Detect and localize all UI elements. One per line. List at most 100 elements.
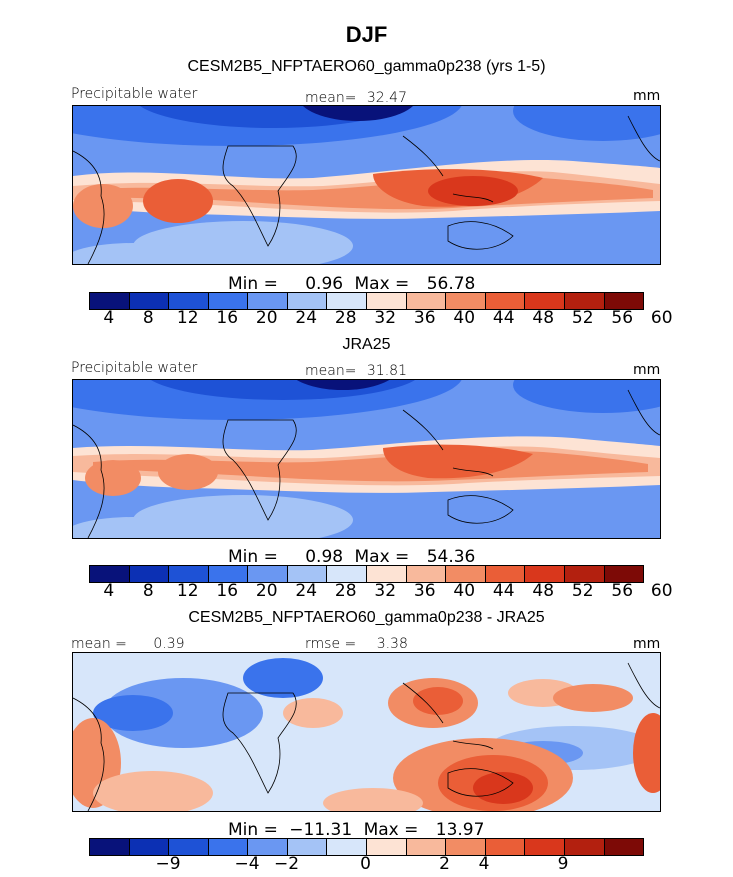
panel1-africa-outline <box>222 145 297 247</box>
panel2-africa-outline <box>222 419 297 521</box>
panel3-min-label: Min = <box>228 820 278 840</box>
panel3-mean-label: mean = <box>71 636 127 652</box>
colorbar-swatch <box>287 839 328 855</box>
panel1-asia-outline <box>402 135 514 250</box>
panel3-rmse-value: 3.38 <box>376 636 408 652</box>
panel1-np-dry <box>513 106 660 141</box>
colorbar-tick-label: −9 <box>155 854 181 874</box>
colorbar-tick-label: 40 <box>453 581 476 601</box>
panel2-asia-outline <box>402 409 514 524</box>
colorbar-swatch <box>208 566 249 582</box>
colorbar-swatch <box>90 566 130 582</box>
colorbar-swatch <box>169 566 209 582</box>
panel2-min-value: 0.98 <box>305 547 344 567</box>
colorbar-tick-label: 20 <box>255 581 278 601</box>
panel2-np-dry <box>513 380 660 413</box>
colorbar-swatch <box>129 566 170 582</box>
panel2-map <box>72 379 661 539</box>
colorbar-swatch <box>367 293 407 309</box>
panel1-sh-dry2 <box>73 243 203 264</box>
panel1-units: mm <box>633 88 661 104</box>
panel1-mean-label: mean= <box>305 90 357 106</box>
colorbar-tick-label: 36 <box>413 581 436 601</box>
colorbar-tick-label: −2 <box>273 854 300 874</box>
panel2-variable-label: Precipitable water <box>71 360 198 376</box>
panel1-minmax: Min = 0.96 Max = 56.78 <box>228 274 475 294</box>
panel3-pos-east <box>633 713 660 793</box>
panel1-min-label: Min = <box>228 274 278 294</box>
panel1-max-label: Max = <box>354 274 410 294</box>
panel1-africa-wet <box>143 179 213 223</box>
colorbar-swatch <box>248 293 288 309</box>
colorbar-swatch <box>525 566 565 582</box>
colorbar-tick-label: 56 <box>611 581 634 601</box>
colorbar-tick-label: 44 <box>492 308 515 328</box>
panel3-pos-australia-max <box>473 772 533 804</box>
panel1-mean-value: 32.47 <box>366 90 407 106</box>
colorbar-tick-label: 8 <box>142 581 154 601</box>
panel2-mean: mean= 31.81 <box>305 363 407 379</box>
panel3-pos-satl <box>93 771 213 811</box>
panel1-variable-label: Precipitable water <box>71 86 198 102</box>
panel3-asia-outline <box>402 682 514 797</box>
colorbar-tick-label: 44 <box>492 581 515 601</box>
colorbar-swatch <box>169 839 209 855</box>
panel3-max-value: 13.97 <box>435 820 485 840</box>
colorbar-tick-label: 28 <box>334 581 357 601</box>
panel3-rmse: rmse = 3.38 <box>305 636 408 652</box>
panel2-min-label: Min = <box>228 547 278 567</box>
colorbar-swatch <box>327 566 368 582</box>
panel1-amazon-wet <box>73 184 133 228</box>
colorbar-swatch <box>287 293 328 309</box>
panel2-mean-value: 31.81 <box>366 363 407 379</box>
panel3-namerica-outline <box>627 662 660 709</box>
panel2-field <box>73 380 660 538</box>
panel2-namerica-outline <box>627 389 660 436</box>
panel2-sh-dry2 <box>73 517 203 538</box>
panel3-pos-asia-core <box>413 687 463 715</box>
panel2-max-value: 54.36 <box>426 547 476 567</box>
colorbar-swatch <box>327 839 368 855</box>
panel1-warmpool-core <box>428 176 518 206</box>
colorbar-swatch <box>485 566 526 582</box>
colorbar-tick-label: 0 <box>360 854 371 874</box>
colorbar-tick-label: 28 <box>334 308 357 328</box>
colorbar-swatch <box>564 839 605 855</box>
colorbar-swatch <box>327 293 368 309</box>
colorbar-swatch <box>564 566 605 582</box>
colorbar-tick-label: 20 <box>255 308 278 328</box>
colorbar-tick-label: 9 <box>557 854 569 874</box>
colorbar-tick-label: 48 <box>532 581 555 601</box>
colorbar-swatch <box>208 839 249 855</box>
panel1-max-value: 56.78 <box>426 274 476 294</box>
panel1-colorbar <box>89 292 644 310</box>
panel3-neg-africa <box>103 678 263 748</box>
panel2-title: JRA25 <box>342 336 391 353</box>
panel3-colorbar-ticks: −9 −4 −2 0 2 4 9 <box>0 854 733 876</box>
colorbar-swatch <box>406 293 447 309</box>
panel2-colorbar <box>89 565 644 583</box>
panel2-americas-outline <box>73 424 105 538</box>
panel2-nh-dry-min <box>296 380 390 390</box>
panel1-colorbar-ticks: 4 8 12 16 20 24 28 32 36 40 44 48 52 56 60 <box>0 308 733 330</box>
panel2-units: mm <box>633 362 661 378</box>
panel3-min-value: −11.31 <box>289 820 353 840</box>
colorbar-tick-label: 40 <box>453 308 476 328</box>
colorbar-swatch <box>446 566 486 582</box>
colorbar-swatch <box>446 839 486 855</box>
panel3-neg-med <box>243 658 323 698</box>
colorbar-swatch <box>248 839 288 855</box>
colorbar-tick-label: 4 <box>103 581 115 601</box>
panel2-warmpool <box>383 444 533 479</box>
panel3-neg-atlantic <box>93 695 173 731</box>
colorbar-tick-label: 60 <box>650 308 673 328</box>
panel2-africa-wet <box>158 454 218 490</box>
panel1-namerica-outline <box>627 115 660 162</box>
colorbar-tick-label: 52 <box>571 308 594 328</box>
panel1-map <box>72 105 661 265</box>
panel2-colorbar-ticks: 4 8 12 16 20 24 28 32 36 40 44 48 52 56 60 <box>0 581 733 603</box>
colorbar-swatch <box>406 839 447 855</box>
colorbar-swatch <box>446 293 486 309</box>
panel1-field <box>73 106 660 264</box>
colorbar-tick-label: 36 <box>413 308 436 328</box>
